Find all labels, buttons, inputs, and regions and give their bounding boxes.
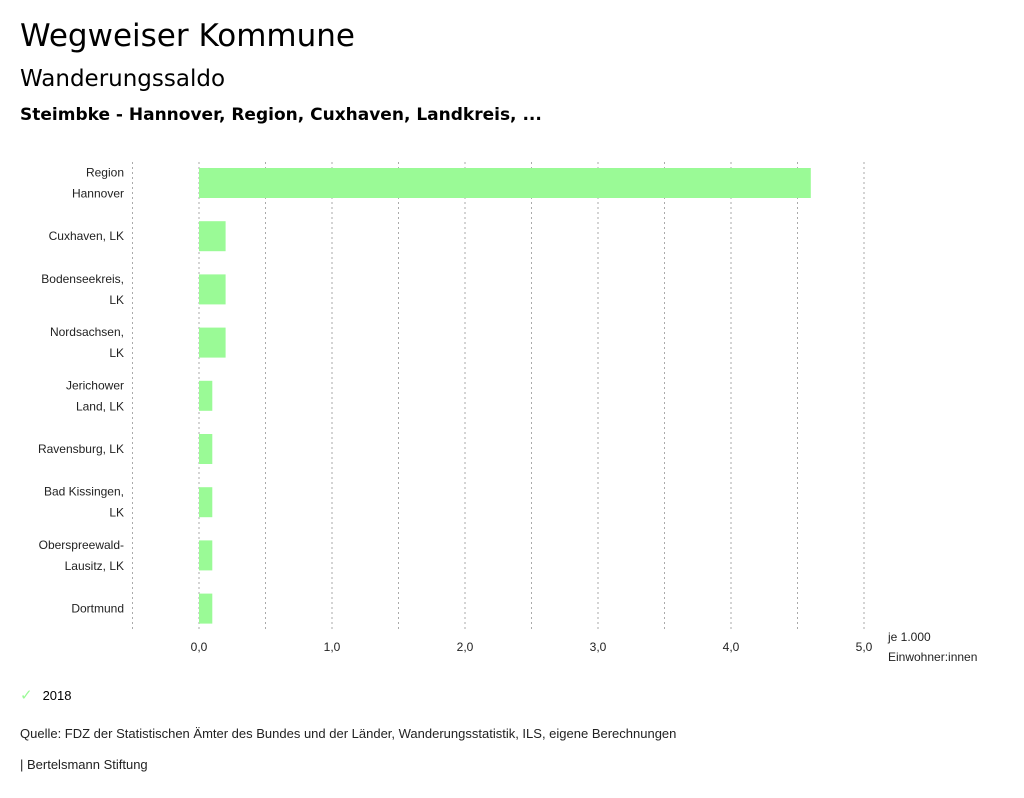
- bar: [199, 487, 213, 518]
- region-selector[interactable]: Steimbke - Hannover, Region, Cuxhaven, L…: [20, 105, 542, 125]
- y-tick-label: Region: [86, 166, 124, 180]
- y-tick-label: Ravensburg, LK: [38, 442, 124, 456]
- y-tick-label: LK: [109, 346, 124, 360]
- y-tick-label: Oberspreewald-: [39, 538, 124, 552]
- page-title: Wegweiser Kommune: [20, 18, 355, 54]
- y-tick-label: Jerichower: [66, 378, 124, 392]
- y-tick-label: Dortmund: [71, 602, 124, 616]
- bar: [199, 593, 213, 624]
- bar: [199, 380, 213, 411]
- check-icon: ✓: [20, 687, 33, 704]
- x-axis-label: je 1.000: [887, 630, 931, 644]
- bar: [199, 168, 811, 198]
- y-tick-label: Hannover: [72, 187, 124, 201]
- x-tick-label: 3,0: [590, 640, 607, 654]
- x-axis-label: Einwohner:innen: [888, 650, 977, 664]
- brand-note: | Bertelsmann Stiftung: [20, 757, 148, 772]
- y-tick-label: Lausitz, LK: [65, 559, 124, 573]
- bar: [199, 327, 226, 358]
- x-tick-label: 2,0: [457, 640, 474, 654]
- bar: [199, 540, 213, 571]
- y-tick-label: LK: [109, 293, 124, 307]
- chart-subtitle: Wanderungssaldo: [20, 66, 226, 92]
- source-note: Quelle: FDZ der Statistischen Ämter des …: [20, 726, 677, 741]
- y-tick-label: Land, LK: [76, 399, 124, 413]
- x-tick-label: 1,0: [324, 640, 341, 654]
- y-tick-label: Bad Kissingen,: [44, 485, 124, 499]
- bar-chart: 0,0 1,0 2,0 3,0 4,0 5,0 je 1.000 Einwohner:inne…: [38, 162, 977, 664]
- bar: [199, 221, 226, 252]
- bar: [199, 274, 226, 305]
- y-tick-label: LK: [109, 506, 124, 520]
- x-tick-label: 0,0: [191, 640, 208, 654]
- y-tick-label: Bodenseekreis,: [41, 272, 124, 286]
- x-tick-label: 4,0: [723, 640, 740, 654]
- legend-item-2018[interactable]: ✓ 2018: [20, 686, 72, 704]
- legend-label: 2018: [42, 687, 72, 703]
- x-tick-label: 5,0: [856, 640, 873, 654]
- bar: [199, 434, 213, 464]
- y-tick-label: Cuxhaven, LK: [49, 229, 124, 243]
- y-tick-label: Nordsachsen,: [50, 325, 124, 339]
